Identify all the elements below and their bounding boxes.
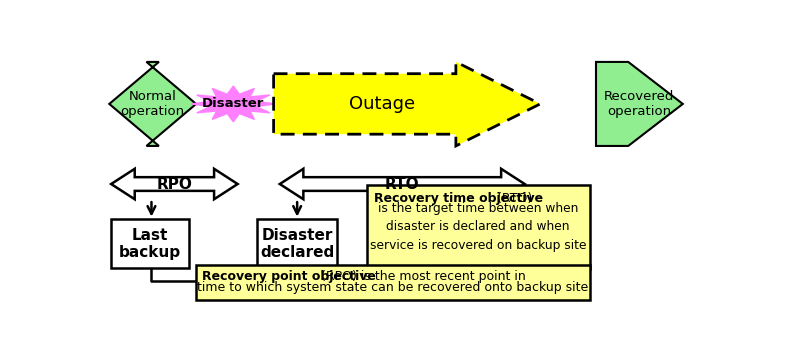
Polygon shape xyxy=(110,62,196,146)
Polygon shape xyxy=(191,86,275,122)
Text: Recovered
operation: Recovered operation xyxy=(604,90,674,118)
Text: (RPO) is the most recent point in: (RPO) is the most recent point in xyxy=(317,270,526,283)
Polygon shape xyxy=(280,169,525,199)
FancyBboxPatch shape xyxy=(111,220,189,268)
Text: Outage: Outage xyxy=(349,95,415,113)
Text: Recovery point objective: Recovery point objective xyxy=(202,270,376,283)
FancyBboxPatch shape xyxy=(366,186,590,269)
Text: time to which system state can be recovered onto backup site: time to which system state can be recove… xyxy=(198,281,589,294)
Text: Normal
operation: Normal operation xyxy=(121,90,185,118)
Polygon shape xyxy=(596,62,682,146)
FancyBboxPatch shape xyxy=(257,220,338,268)
Text: is the target time between when
disaster is declared and when
service is recover: is the target time between when disaster… xyxy=(370,202,586,252)
Polygon shape xyxy=(111,169,238,199)
Text: Disaster
declared: Disaster declared xyxy=(260,227,334,260)
Text: RTO: RTO xyxy=(385,177,419,192)
Text: Recovery time objective: Recovery time objective xyxy=(374,192,543,205)
FancyBboxPatch shape xyxy=(196,265,590,299)
Text: Last
backup: Last backup xyxy=(119,227,181,260)
Text: RPO: RPO xyxy=(157,177,192,192)
Text: (RTO): (RTO) xyxy=(493,192,532,205)
Polygon shape xyxy=(274,62,540,146)
Text: Disaster: Disaster xyxy=(202,98,265,110)
